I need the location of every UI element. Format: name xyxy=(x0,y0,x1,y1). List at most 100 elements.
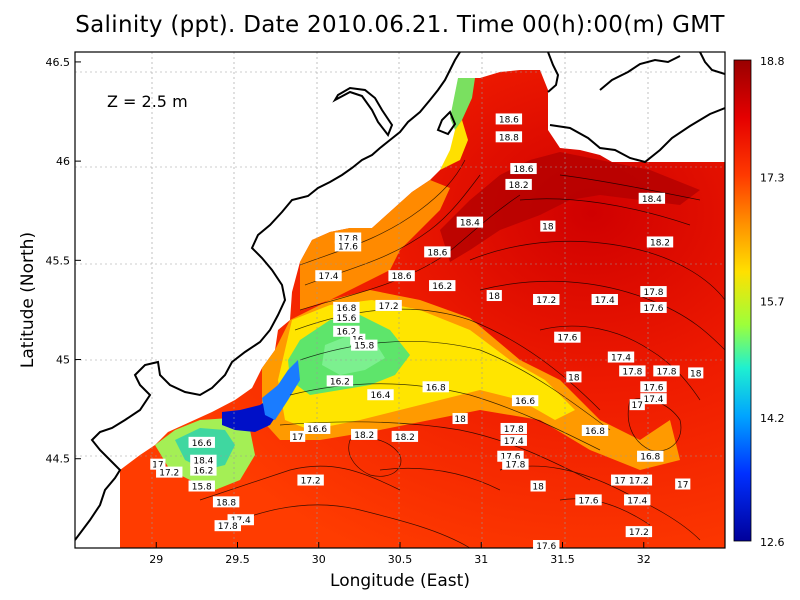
contour-label-text: 17.2 xyxy=(629,528,649,538)
contour-label-box xyxy=(510,163,537,175)
contour-label-text: 17.6 xyxy=(643,304,663,314)
contour-label-box xyxy=(188,480,215,492)
contour-label-box xyxy=(653,365,680,377)
contour-label-box xyxy=(637,450,664,462)
contour-label: 18 xyxy=(486,290,502,302)
contour-label-text: 18 xyxy=(542,223,554,233)
contour-label-box xyxy=(500,434,527,446)
contour-label: 18.2 xyxy=(505,178,532,191)
contour-label-text: 17.8 xyxy=(338,234,358,244)
contour-label-box xyxy=(334,240,362,252)
contour-label-text: 17.8 xyxy=(614,477,634,487)
contour-label-text: 17.4 xyxy=(504,437,524,447)
contour-label-text: 18.2 xyxy=(509,181,529,191)
x-tick-label: 30.5 xyxy=(388,553,413,566)
danube-blue xyxy=(262,360,300,420)
colorbar-tick-label: 15.7 xyxy=(760,296,785,309)
contour-label-box xyxy=(333,325,360,337)
contour-label: 17.8 xyxy=(640,286,667,298)
contour-label-box xyxy=(591,294,618,305)
contour-label: 17.6 xyxy=(334,240,362,252)
contour-label-box xyxy=(367,389,394,401)
contour-label-box xyxy=(227,514,254,526)
contour-label-box xyxy=(391,430,419,442)
contour-label-text: 17.6 xyxy=(643,383,663,393)
contour-label-box xyxy=(688,367,704,379)
contour-label: 18.8 xyxy=(495,131,523,143)
contour-label: 17 xyxy=(675,478,691,491)
contour-label-box xyxy=(297,474,324,486)
contour-labels: 18.618.818.618.218.418.4 1818.217.817.618… xyxy=(150,113,704,552)
contour-label: 18.6 xyxy=(388,270,415,282)
contour-label-box xyxy=(315,270,342,282)
contour-label-box xyxy=(326,375,354,387)
contour-label-text: 18.2 xyxy=(650,238,670,248)
contour-label-text: 18 xyxy=(489,292,501,302)
contour-label: 17.8 xyxy=(653,365,680,377)
contour-label-text: 16.2 xyxy=(330,377,350,387)
contour-label: 18 xyxy=(566,371,582,383)
contour-label-box xyxy=(638,192,666,204)
contour-label-text: 17.2 xyxy=(629,477,649,487)
contour-label: 17.4 xyxy=(315,270,342,282)
contour-label: 17.6 xyxy=(640,301,667,314)
x-axis-ticks: 29 29.5 30 30.5 31 31.5 32 xyxy=(149,542,651,566)
colorbar-tick-label: 18.8 xyxy=(760,55,785,68)
contour-label: 18.4 xyxy=(638,192,666,205)
colorbar-tick-label: 12.6 xyxy=(760,536,785,549)
contour-label-text: 16.8 xyxy=(336,304,356,314)
depth-label: Z = 2.5 m xyxy=(107,92,188,111)
contour-label: 17.2 xyxy=(625,526,653,538)
contour-label: 18 xyxy=(452,413,468,425)
contour-label: 17 xyxy=(290,430,306,443)
contour-label-text: 17 xyxy=(292,433,303,443)
contour-label-text: 17.8 xyxy=(656,367,676,377)
contour-label-text: 16.6 xyxy=(307,425,327,435)
contour-label-text: 17.4 xyxy=(643,395,663,405)
contour-label-box xyxy=(422,381,449,393)
contour-label-box xyxy=(675,478,691,490)
contour-label: 16.8 xyxy=(581,424,609,437)
contour-label: 17.6 xyxy=(575,494,602,506)
contour-label: 18.2 xyxy=(351,428,378,441)
contour-label-text: 17.2 xyxy=(536,296,556,306)
contour-label-text: 18.6 xyxy=(499,115,519,125)
y-tick-label: 45.5 xyxy=(46,254,71,267)
x-tick-label: 29.5 xyxy=(225,553,250,566)
contour-label: 17.6 xyxy=(533,540,560,552)
contour-label-text: 17.4 xyxy=(611,354,631,364)
north-yellow-tip xyxy=(440,120,468,170)
contour-label: 18.6 xyxy=(424,246,451,258)
colorbar-tick-label: 17.3 xyxy=(760,171,785,184)
contour-label-text: 17.2 xyxy=(301,477,321,487)
contour-label-box xyxy=(150,458,166,470)
contour-label-text: 18.6 xyxy=(513,165,533,175)
contour-label: 17.4 xyxy=(500,434,527,447)
contour-label: 17.2 xyxy=(625,474,653,487)
contour-label-box xyxy=(533,540,560,552)
contour-label: 16.4 xyxy=(367,389,394,401)
contour-label: 17.6 xyxy=(554,331,581,344)
contour-label: 15.8 xyxy=(351,339,378,352)
contour-label-box xyxy=(619,365,646,377)
contour-label-text: 18.2 xyxy=(354,431,374,441)
contour-label-box xyxy=(566,371,582,383)
high-salinity-core xyxy=(440,152,700,262)
contour-label-box xyxy=(429,280,456,292)
contour-label-box xyxy=(500,422,527,434)
contour-label-text: 18.4 xyxy=(460,219,480,229)
contour-label-text: 17.8 xyxy=(505,461,525,471)
contour-label: 17.6 xyxy=(640,381,667,393)
x-tick-label: 29 xyxy=(149,553,163,566)
contour-label-box xyxy=(640,286,667,298)
contour-label-box xyxy=(640,381,667,393)
contour-label-text: 18.2 xyxy=(395,433,415,443)
contour-label-text: 17.6 xyxy=(578,496,598,506)
contour-label-box xyxy=(188,436,215,448)
contour-label-text: 16.6 xyxy=(515,397,535,407)
contour-label-box xyxy=(497,450,524,462)
contour-label-box xyxy=(625,474,653,486)
contour-label: 17 xyxy=(150,458,166,471)
contour-label-box xyxy=(303,422,331,434)
